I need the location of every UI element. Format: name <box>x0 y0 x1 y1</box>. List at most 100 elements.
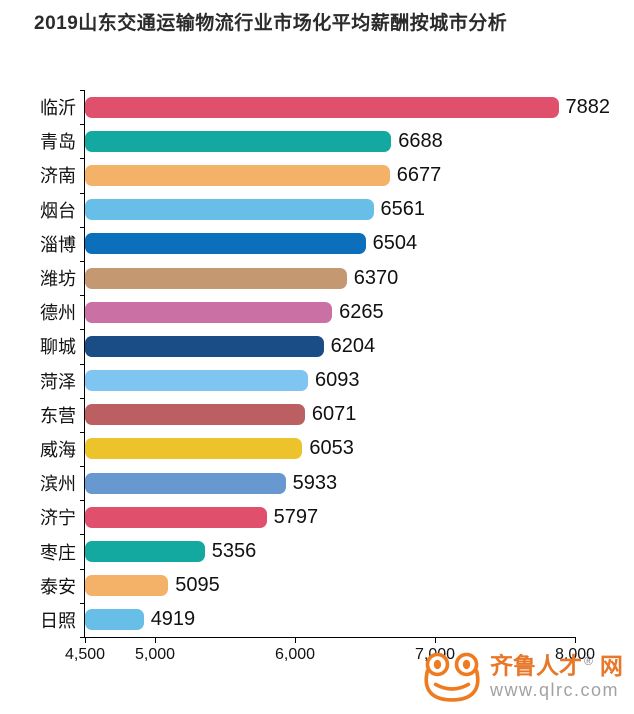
registered-trademark-icon: ® <box>584 654 593 668</box>
x-axis-tick <box>295 637 296 643</box>
value-label: 6093 <box>315 369 360 392</box>
category-label: 菏泽 <box>40 371 76 392</box>
bar-row: 东营 6071 <box>40 398 575 432</box>
bar <box>85 472 286 494</box>
bar <box>85 438 303 460</box>
value-label: 6071 <box>311 403 357 426</box>
x-tick-label: 5,000 <box>134 646 176 663</box>
y-axis-tick <box>80 226 85 228</box>
value-label: 6504 <box>372 232 418 255</box>
bar <box>85 96 559 118</box>
bar <box>85 506 267 528</box>
bar <box>85 130 392 152</box>
brand-name-suffix: 网 <box>599 652 623 679</box>
brand-watermark: 齐鲁人才 ® 网 www.qlrc.com <box>422 648 623 706</box>
category-label: 泰安 <box>40 576 76 597</box>
bar <box>85 575 169 597</box>
y-axis-tick <box>80 192 85 194</box>
value-label: 5797 <box>273 505 319 528</box>
bar-row: 枣庄 5356 <box>40 534 575 568</box>
bar <box>85 301 333 323</box>
bar <box>85 404 305 426</box>
bar <box>85 335 324 357</box>
x-axis-tick <box>85 637 86 643</box>
category-label: 滨州 <box>40 474 76 495</box>
bar <box>85 370 308 392</box>
y-axis-tick <box>80 260 85 262</box>
bar-row: 潍坊 6370 <box>40 261 575 295</box>
category-label: 济宁 <box>40 508 76 529</box>
category-label: 临沂 <box>40 98 76 119</box>
bar-row: 淄博 6504 <box>40 227 575 261</box>
value-label: 6204 <box>330 334 376 357</box>
bar-row: 济南 6677 <box>40 158 575 192</box>
value-label: 6053 <box>309 437 354 460</box>
brand-url: www.qlrc.com <box>490 679 620 700</box>
y-axis-tick <box>80 158 85 160</box>
category-label: 淄博 <box>40 234 76 255</box>
bar-row: 济宁 5797 <box>40 500 575 534</box>
y-axis-tick <box>80 329 85 331</box>
bar-row: 日照 4919 <box>40 603 575 637</box>
value-label: 6370 <box>353 266 399 289</box>
brand-name-main: 齐鲁人才 <box>490 652 582 679</box>
bar <box>85 541 205 563</box>
x-axis-tick <box>435 637 436 643</box>
y-axis-tick <box>80 397 85 399</box>
bar <box>85 267 347 289</box>
category-label: 济南 <box>40 166 76 187</box>
bar-row: 德州 6265 <box>40 295 575 329</box>
value-label: 4919 <box>150 608 196 631</box>
category-label: 德州 <box>40 303 76 324</box>
bar <box>85 164 390 186</box>
x-axis-tick <box>575 637 576 643</box>
y-axis-tick <box>80 295 85 297</box>
bar <box>85 609 144 631</box>
y-axis-tick <box>80 637 85 638</box>
y-axis-tick <box>80 466 85 468</box>
x-axis-tick <box>155 637 156 643</box>
category-label: 聊城 <box>40 337 76 358</box>
value-label: 5933 <box>292 471 338 494</box>
category-label: 日照 <box>40 610 76 631</box>
value-label: 5356 <box>211 540 257 563</box>
category-label: 枣庄 <box>40 542 76 563</box>
y-axis-tick <box>80 124 85 126</box>
y-axis-tick <box>80 431 85 433</box>
value-label: 6265 <box>339 300 384 323</box>
category-label: 潍坊 <box>40 269 76 290</box>
bar-row: 烟台 6561 <box>40 193 575 227</box>
y-axis-tick <box>80 534 85 536</box>
bar-row: 聊城 6204 <box>40 329 575 363</box>
brand-text-block: 齐鲁人才 ® 网 www.qlrc.com <box>490 648 623 701</box>
category-label: 东营 <box>40 405 76 426</box>
chart-title: 2019山东交通运输物流行业市场化平均薪酬按城市分析 <box>34 13 508 34</box>
bar-row: 威海 6053 <box>40 432 575 466</box>
y-axis-tick <box>80 90 85 91</box>
value-label: 6677 <box>396 163 442 186</box>
frog-icon <box>424 652 480 702</box>
value-label: 6688 <box>398 129 443 152</box>
y-axis-tick <box>80 568 85 570</box>
category-label: 青岛 <box>40 132 76 153</box>
bar-row: 青岛 6688 <box>40 124 575 158</box>
y-axis-tick <box>80 363 85 365</box>
bar <box>85 233 366 255</box>
bar <box>85 199 374 221</box>
category-label: 威海 <box>40 439 76 460</box>
bar-row: 临沂 7882 <box>40 90 610 124</box>
bar-row: 菏泽 6093 <box>40 364 575 398</box>
value-label: 7882 <box>565 95 611 118</box>
category-label: 烟台 <box>40 200 76 221</box>
bar-row: 滨州 5933 <box>40 466 575 500</box>
plot-area: 临沂 7882 青岛 6688 济南 6677 烟台 6561 淄博 6504 潍坊 6370 德州 62… <box>40 90 610 663</box>
y-axis-tick <box>80 602 85 604</box>
value-label: 5095 <box>175 574 220 597</box>
x-tick-label: 8,000 <box>554 646 596 663</box>
bar-row: 泰安 5095 <box>40 569 575 603</box>
x-tick-label: 4,500 <box>64 646 106 663</box>
x-tick-label: 6,000 <box>274 646 316 663</box>
brand-name: 齐鲁人才 ® 网 <box>490 648 623 679</box>
value-label: 6561 <box>380 198 426 221</box>
